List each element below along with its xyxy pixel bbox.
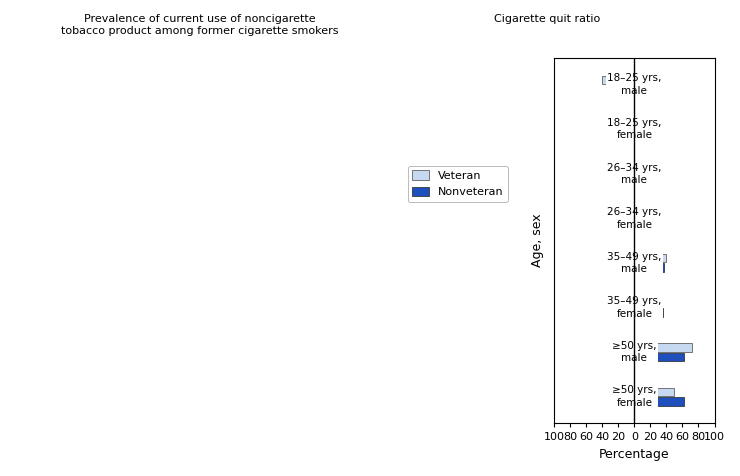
Bar (634, 298, 661, 307)
Bar (632, 308, 634, 317)
Bar (634, 397, 684, 406)
Bar (634, 308, 663, 317)
Bar (633, 387, 634, 396)
Text: 18–25 yrs,
female: 18–25 yrs, female (608, 118, 662, 140)
Bar (634, 343, 692, 352)
X-axis label: Percentage: Percentage (599, 448, 670, 461)
Bar (602, 76, 634, 84)
Bar (628, 209, 634, 218)
Bar (620, 130, 634, 138)
Y-axis label: Age, sex: Age, sex (531, 214, 544, 268)
Text: 26–34 yrs,
female: 26–34 yrs, female (608, 207, 662, 229)
Bar (634, 130, 642, 138)
Text: Prevalence of current use of noncigarette
tobacco product among former cigarette: Prevalence of current use of noncigarett… (61, 14, 339, 36)
Bar (612, 353, 634, 361)
Bar (634, 209, 656, 218)
Bar (634, 219, 654, 228)
Bar (619, 174, 634, 183)
Legend: Veteran, Nonveteran: Veteran, Nonveteran (408, 166, 508, 202)
Bar (608, 165, 634, 173)
Bar (630, 298, 634, 307)
Bar (634, 120, 649, 129)
Bar (616, 264, 634, 272)
Bar (633, 397, 634, 406)
Bar (616, 85, 634, 94)
Text: 35–49 yrs,
female: 35–49 yrs, female (608, 296, 662, 319)
Bar (634, 85, 640, 94)
Bar (634, 76, 641, 84)
Bar (631, 219, 634, 228)
Bar (634, 387, 674, 396)
Bar (634, 254, 667, 262)
Bar (634, 353, 684, 361)
Text: Cigarette quit ratio: Cigarette quit ratio (494, 14, 601, 24)
Bar (612, 120, 634, 129)
Text: 18–25 yrs,
male: 18–25 yrs, male (608, 73, 662, 96)
Bar (608, 254, 634, 262)
Bar (634, 264, 664, 272)
Text: ≥50 yrs,
male: ≥50 yrs, male (612, 341, 656, 363)
Text: 26–34 yrs,
male: 26–34 yrs, male (608, 163, 662, 185)
Text: ≥50 yrs,
female: ≥50 yrs, female (612, 386, 656, 408)
Bar (612, 343, 634, 352)
Bar (634, 174, 650, 183)
Text: 35–49 yrs,
male: 35–49 yrs, male (608, 252, 662, 274)
Bar (634, 165, 654, 173)
